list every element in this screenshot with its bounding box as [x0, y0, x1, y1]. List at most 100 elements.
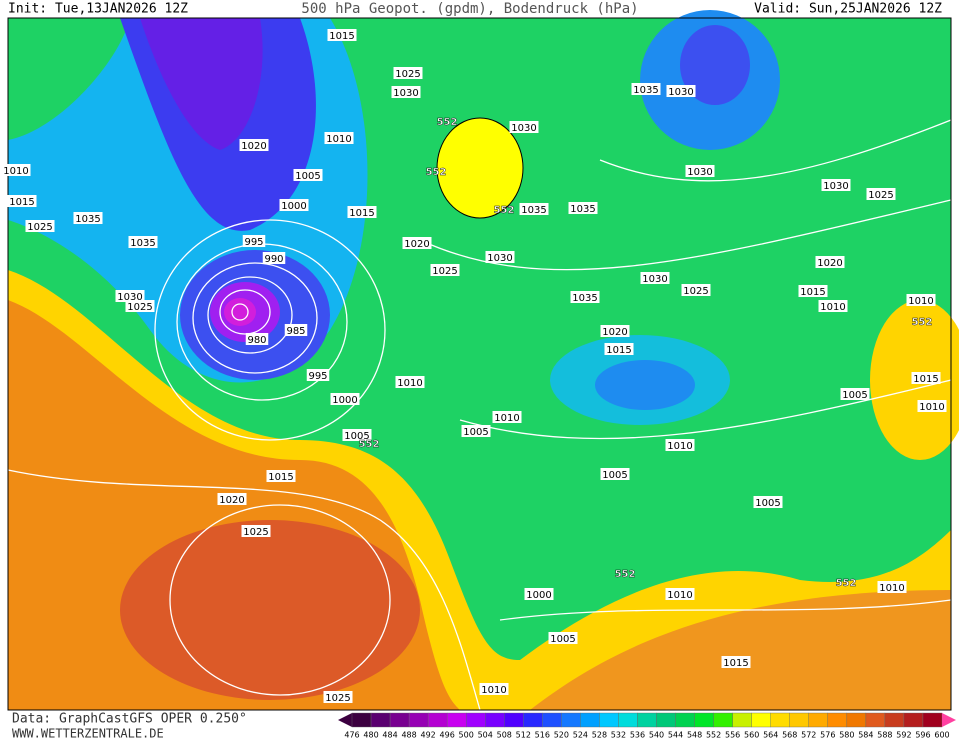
site: WWW.WETTERZENTRALE.DE — [12, 727, 164, 741]
isobar-label-box — [906, 294, 936, 306]
isobar-label-box — [485, 251, 515, 263]
isobars — [7, 119, 952, 711]
isobar-label: 1010 — [397, 378, 422, 389]
legend-level: 580 — [839, 731, 854, 740]
isobar-label-box — [600, 325, 630, 337]
isobar-label-box — [293, 169, 323, 181]
isobar-label-box — [631, 83, 661, 95]
legend-swatch — [370, 712, 391, 728]
isobar-label-box — [115, 290, 145, 302]
contour-label: 552 — [426, 167, 447, 178]
legend-swatch — [770, 712, 790, 728]
isobar-label: 1010 — [919, 402, 944, 413]
isobar-label-box — [342, 429, 372, 441]
legend-swatch — [732, 712, 752, 728]
legend-level: 488 — [401, 731, 416, 740]
legend-level: 536 — [630, 731, 645, 740]
legend-swatch — [446, 712, 467, 728]
isobar-label-box — [917, 400, 947, 412]
isobar-label-box — [479, 683, 509, 695]
isobar-label-box — [306, 369, 330, 381]
isobar-label: 1020 — [817, 258, 842, 269]
isobar-label: 1005 — [463, 427, 488, 438]
isobar — [207, 276, 293, 354]
legend-level: 504 — [478, 731, 493, 740]
legend-level: 520 — [554, 731, 569, 740]
isobar-label-box — [821, 179, 851, 191]
isobar-label-box — [461, 425, 491, 437]
isobar-label-box — [798, 285, 828, 297]
isobar-label-box — [391, 86, 421, 98]
legend-swatch — [580, 712, 600, 728]
isobar-label: 1030 — [642, 274, 667, 285]
isobar — [154, 219, 386, 441]
isobar-label-box — [721, 656, 751, 668]
isobar — [192, 262, 318, 374]
legend-level: 528 — [592, 731, 607, 740]
legend-swatch — [713, 712, 733, 728]
isobar-label: 1010 — [326, 134, 351, 145]
isobar-label: 990 — [264, 254, 283, 265]
color-legend: 476 480 484 488 492 496 500 504 508 512 516 520 524 5… — [338, 712, 956, 740]
isobar-label-box — [492, 411, 522, 423]
valid-time: Valid: Sun,25JAN2026 12Z — [754, 2, 942, 17]
isobar-label-box — [524, 588, 554, 600]
isobar-label-box — [665, 439, 695, 451]
legend-swatch — [903, 712, 924, 728]
contour-label: 552 — [615, 569, 636, 580]
isobar-label: 1030 — [687, 167, 712, 178]
isobar-label-box — [347, 206, 377, 218]
legend-level: 572 — [801, 731, 816, 740]
legend-level: 544 — [668, 731, 683, 740]
legend-level: 588 — [877, 731, 892, 740]
isobar — [7, 469, 481, 711]
isobar-label: 1015 — [606, 345, 631, 356]
legend-swatch — [656, 712, 676, 728]
isobar-label-box — [217, 493, 247, 505]
isobar-label-box — [570, 291, 600, 303]
field — [8, 10, 959, 710]
isobar-label: 1020 — [602, 327, 627, 338]
legend-swatch — [751, 712, 771, 728]
contour-label: 552 — [912, 317, 933, 328]
isobar-label: 1010 — [3, 166, 28, 177]
isobar-label-box — [330, 393, 360, 405]
legend-level: 476 — [344, 731, 359, 740]
contour-label: 552 — [437, 117, 458, 128]
isobar-label: 1000 — [332, 395, 357, 406]
isobar-label-box — [242, 235, 266, 247]
contour-label: 552 — [359, 439, 380, 450]
legend-swatch — [808, 712, 829, 728]
legend-swatch — [846, 712, 867, 728]
isobar-label-box — [128, 236, 158, 248]
isobar-label-box — [25, 220, 55, 232]
cold-north-core — [680, 25, 750, 105]
legend-swatch — [694, 712, 714, 728]
legend-level: 600 — [934, 731, 949, 740]
isobar-label-box — [685, 165, 715, 177]
isobar-label: 1015 — [349, 208, 374, 219]
legend-swatch — [884, 712, 905, 728]
legend-arrow-left — [338, 713, 352, 727]
isobar-label: 1005 — [602, 470, 627, 481]
legend-swatch — [789, 712, 809, 728]
isobar-label-box — [840, 388, 870, 400]
isobar-label-box — [815, 256, 845, 268]
isobar-label-box — [323, 691, 353, 703]
contour-label: 552 — [836, 578, 857, 589]
isobar-label: 1010 — [667, 441, 692, 452]
isobar-label: 1005 — [344, 431, 369, 442]
isobar — [459, 379, 952, 440]
legend-level: 556 — [725, 731, 740, 740]
legend-swatch — [351, 712, 372, 728]
isobar-label: 1025 — [868, 190, 893, 201]
isobar-label: 1025 — [127, 302, 152, 313]
legend-level: 524 — [573, 731, 588, 740]
map-title: 500 hPa Geopot. (gpdm), Bodendruck (hPa) — [301, 1, 638, 17]
isobar-label: 1030 — [511, 123, 536, 134]
warm-orange-east — [530, 590, 951, 710]
isobar-label: 1020 — [241, 141, 266, 152]
isobar-label: 980 — [247, 335, 266, 346]
legend-swatch — [922, 712, 943, 728]
